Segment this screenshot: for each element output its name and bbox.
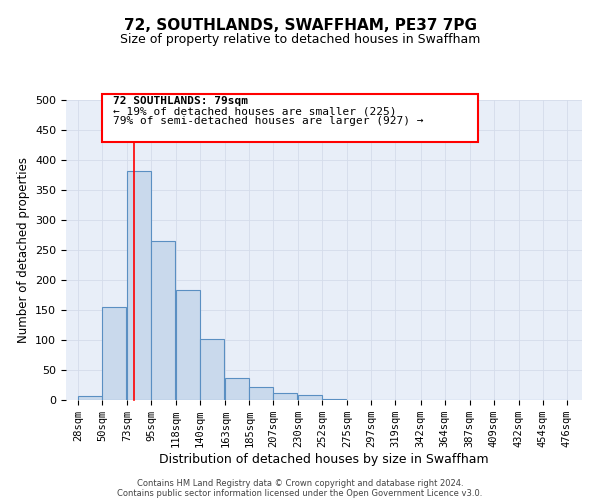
Text: Size of property relative to detached houses in Swaffham: Size of property relative to detached ho…	[120, 32, 480, 46]
FancyBboxPatch shape	[102, 94, 478, 142]
Bar	[176, 290, 200, 400]
Bar	[273, 393, 297, 400]
Text: 72 SOUTHLANDS: 79sqm: 72 SOUTHLANDS: 79sqm	[113, 96, 248, 106]
Bar	[225, 378, 249, 400]
Bar	[200, 340, 224, 400]
Text: Contains HM Land Registry data © Crown copyright and database right 2024.: Contains HM Land Registry data © Crown c…	[137, 479, 463, 488]
Bar	[151, 241, 175, 400]
Bar	[249, 387, 273, 400]
Bar	[78, 396, 102, 400]
Text: Contains public sector information licensed under the Open Government Licence v3: Contains public sector information licen…	[118, 489, 482, 498]
Bar	[102, 307, 126, 400]
Y-axis label: Number of detached properties: Number of detached properties	[17, 157, 29, 343]
Text: 72, SOUTHLANDS, SWAFFHAM, PE37 7PG: 72, SOUTHLANDS, SWAFFHAM, PE37 7PG	[124, 18, 476, 32]
Bar	[298, 394, 322, 400]
Text: ← 19% of detached houses are smaller (225): ← 19% of detached houses are smaller (22…	[113, 106, 397, 116]
Bar	[322, 399, 346, 400]
Text: 79% of semi-detached houses are larger (927) →: 79% of semi-detached houses are larger (…	[113, 116, 424, 126]
Bar	[127, 171, 151, 400]
X-axis label: Distribution of detached houses by size in Swaffham: Distribution of detached houses by size …	[159, 453, 489, 466]
